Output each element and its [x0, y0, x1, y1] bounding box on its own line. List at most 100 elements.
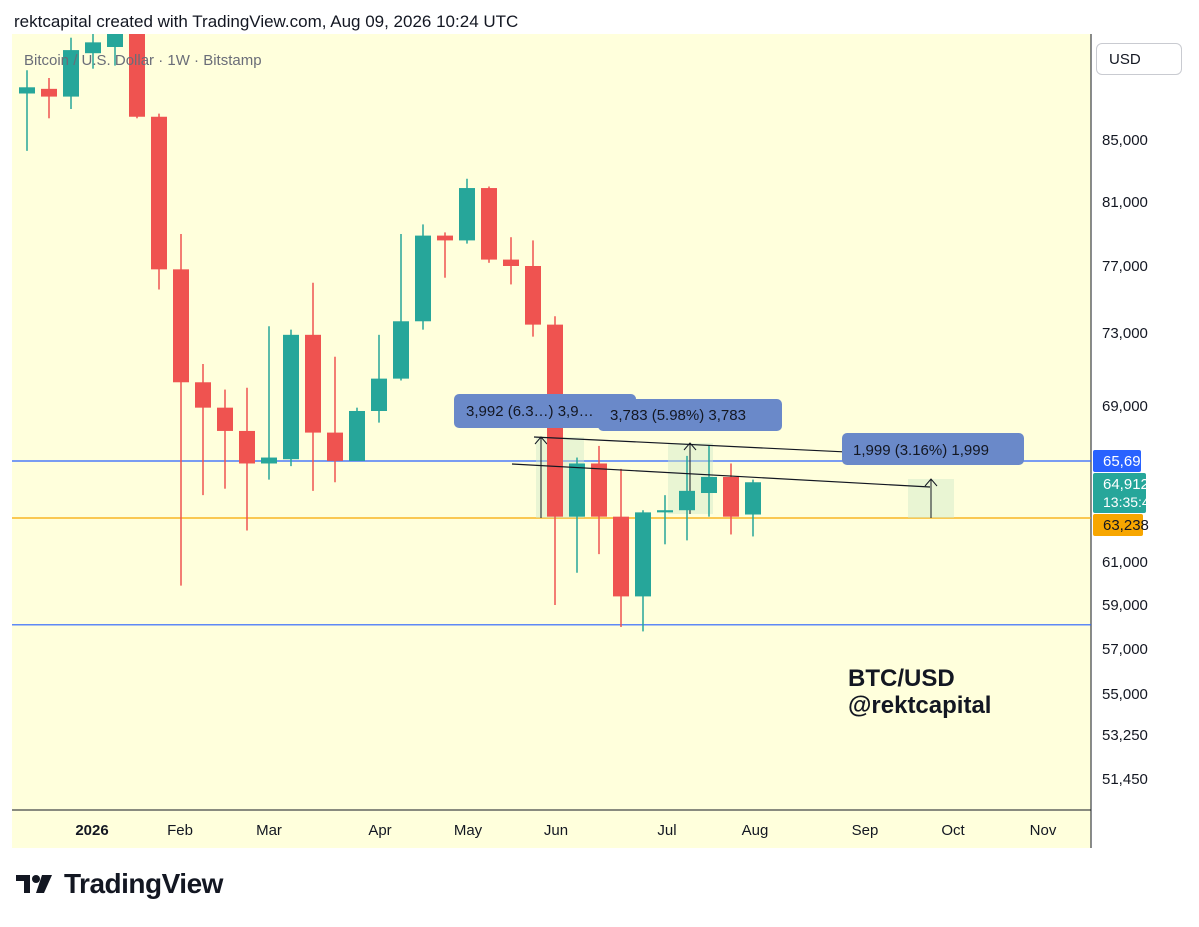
measure-label-2[interactable]: 3,783 (5.98%) 3,783: [598, 399, 782, 431]
x-tick-label: 2026: [75, 822, 108, 839]
candle-body: [327, 432, 343, 461]
candle-body: [107, 34, 123, 47]
candle-body: [19, 87, 35, 94]
candle: [503, 237, 519, 285]
price-tag-support: 63,238: [1093, 514, 1149, 536]
y-tick-label: 81,000: [1102, 194, 1148, 211]
candle-body: [41, 88, 57, 97]
candle: [371, 334, 387, 423]
candle: [129, 34, 145, 119]
x-tick-label: Feb: [167, 822, 193, 839]
candle-body: [63, 50, 79, 97]
price-scale-background: [1091, 34, 1187, 810]
symbol-title: Bitcoin / U.S. Dollar · 1W · Bitstamp: [24, 52, 262, 69]
x-tick-label: Sep: [852, 822, 879, 839]
candle-body: [415, 235, 431, 322]
candle-body: [261, 457, 277, 464]
candles-layer: [19, 34, 761, 632]
candle-body: [371, 378, 387, 411]
candle: [41, 78, 57, 119]
candle-body: [239, 430, 255, 464]
time-scale-background: [12, 810, 1091, 848]
candle-body: [503, 259, 519, 266]
y-axis-ticks: 85,000 81,000 77,000 73,000 69,000 61,000 59,0…: [1102, 132, 1148, 788]
candle-body: [305, 334, 321, 433]
candle: [107, 34, 123, 66]
y-tick-label: 73,000: [1102, 325, 1148, 342]
measure-label-1[interactable]: 3,992 (6.3…) 3,9…: [454, 394, 636, 428]
candle-body: [349, 410, 365, 461]
candle-body: [129, 34, 145, 117]
currency-selector[interactable]: USD: [1096, 43, 1182, 75]
measure-label-1-text: 3,992 (6.3…) 3,9…: [466, 403, 594, 420]
candle: [613, 468, 629, 627]
candle-body: [217, 407, 233, 431]
candle: [459, 178, 475, 244]
candle-body: [283, 334, 299, 460]
measure-shade-3: [908, 478, 954, 518]
candle-body: [591, 463, 607, 517]
candle: [85, 34, 101, 69]
candle: [525, 240, 541, 337]
price-tag-support-text: 63,238: [1103, 517, 1149, 534]
tradingview-mark-icon: [16, 875, 52, 893]
candle: [283, 329, 299, 467]
measure-label-3[interactable]: 1,999 (3.16%) 1,999: [842, 433, 1024, 465]
candle: [217, 389, 233, 489]
candle: [349, 407, 365, 461]
x-tick-label: Mar: [256, 822, 282, 839]
candle: [415, 224, 431, 330]
candle: [151, 113, 167, 290]
candle-body: [569, 463, 585, 517]
candle-body: [437, 235, 453, 241]
candle: [723, 463, 739, 535]
y-tick-label: 53,250: [1102, 727, 1148, 744]
candle: [393, 234, 409, 381]
candle: [327, 356, 343, 483]
y-tick-label: 77,000: [1102, 258, 1148, 275]
candle-body: [657, 510, 673, 513]
tradingview-wordmark: TradingView: [64, 868, 223, 899]
watermark-author: @rektcapital: [848, 692, 991, 719]
x-tick-label: May: [454, 822, 483, 839]
candle-body: [613, 516, 629, 597]
price-tag-current-price: 64,912: [1103, 476, 1149, 493]
x-tick-label: Aug: [742, 822, 769, 839]
measure-label-2-text: 3,783 (5.98%) 3,783: [610, 407, 746, 424]
candle-body: [195, 382, 211, 408]
page-header: rektcapital created with TradingView.com…: [14, 12, 519, 31]
candle-body: [525, 266, 541, 325]
y-tick-label: 59,000: [1102, 597, 1148, 614]
measure-label-3-text: 1,999 (3.16%) 1,999: [853, 442, 989, 459]
candle: [239, 387, 255, 531]
trendline-lower: [511, 463, 931, 488]
candle: [173, 234, 189, 586]
price-tag-resistance-text: 65,692: [1103, 453, 1149, 470]
candle-body: [85, 42, 101, 54]
candle-body: [745, 482, 761, 515]
candle: [19, 70, 35, 151]
y-tick-label: 55,000: [1102, 686, 1148, 703]
candle: [591, 445, 607, 555]
x-axis-ticks: 2026 Feb Mar Apr May Jun Jul Aug Sep Oct Nov: [75, 822, 1057, 839]
price-tag-countdown: 13:35:47: [1103, 494, 1158, 510]
x-tick-label: Jun: [544, 822, 568, 839]
candle: [437, 232, 453, 278]
candle-body: [679, 490, 695, 511]
y-tick-label: 61,000: [1102, 554, 1148, 571]
candle-body: [173, 269, 189, 383]
candle: [635, 510, 651, 632]
y-tick-label: 51,450: [1102, 771, 1148, 788]
candle-body: [481, 188, 497, 260]
x-tick-label: Oct: [941, 822, 965, 839]
price-tag-current: 64,912 13:35:47: [1093, 473, 1158, 513]
candle: [701, 445, 717, 517]
candle: [63, 37, 79, 109]
candle-body: [701, 476, 717, 494]
candle-body: [723, 476, 739, 517]
candle-body: [635, 512, 651, 597]
candle: [481, 186, 497, 263]
y-tick-label: 57,000: [1102, 641, 1148, 658]
candle: [569, 457, 585, 573]
